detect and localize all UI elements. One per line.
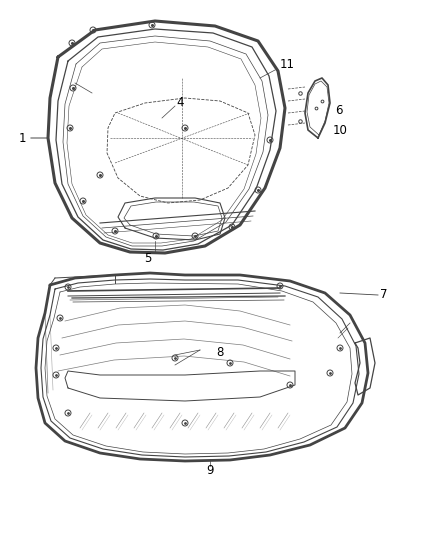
Text: 8: 8 bbox=[216, 346, 224, 359]
Text: 7: 7 bbox=[380, 288, 388, 302]
Text: 5: 5 bbox=[144, 252, 152, 264]
Text: 10: 10 bbox=[333, 125, 348, 138]
Text: 4: 4 bbox=[176, 96, 184, 109]
Text: 11: 11 bbox=[280, 59, 295, 71]
Text: 9: 9 bbox=[206, 464, 214, 477]
Text: 1: 1 bbox=[18, 132, 26, 144]
Text: 6: 6 bbox=[335, 104, 343, 117]
